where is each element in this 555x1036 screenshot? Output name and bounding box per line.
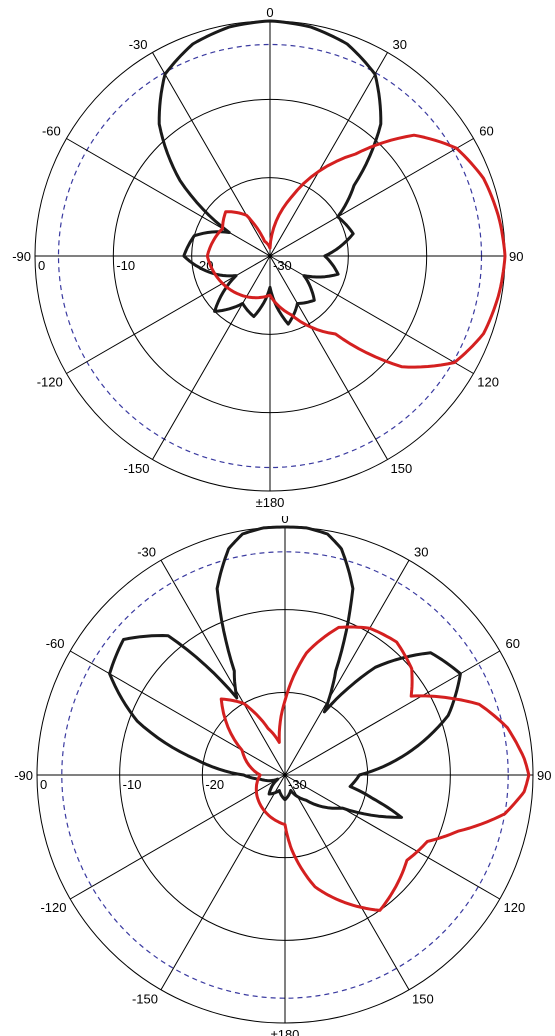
top-angle-tick-label: 150 (391, 461, 413, 476)
bottom-angle-tick-label: -60 (46, 636, 65, 651)
top-angle-tick-label: 60 (479, 124, 493, 139)
bottom-series-2-line (219, 625, 531, 912)
top-angle-tick-label: 30 (393, 37, 407, 52)
bottom-angle-tick-label: -120 (40, 900, 66, 915)
bottom-angle-tick-label: 60 (506, 636, 520, 651)
top-angle-tick-label: -90 (12, 249, 31, 264)
top-series-1-line (157, 19, 383, 326)
bottom-angle-tick-label: 30 (414, 544, 428, 559)
bottom-angle-tick-label: -150 (132, 992, 158, 1007)
top-spoke-30 (269, 52, 388, 257)
top-angle-tick-label: 0 (266, 5, 273, 20)
bottom-spoke-330 (160, 559, 286, 776)
bottom-angle-tick-label: 0 (281, 516, 288, 526)
top-radial-tick-label: -10 (116, 258, 135, 273)
top-radial-tick-label: -30 (273, 258, 292, 273)
bottom-radial-tick-label: 0 (40, 777, 47, 792)
bottom-radial-tick-label: -20 (205, 777, 224, 792)
top-radial-tick-label: 0 (38, 258, 45, 273)
top-spoke-210 (152, 255, 271, 460)
bottom-spoke-300 (69, 650, 286, 776)
bottom-spoke-120 (284, 774, 501, 900)
top-angle-tick-label: 90 (509, 249, 523, 264)
bottom-angle-tick-label: ±180 (271, 1027, 300, 1036)
bottom-angle-tick-label: 90 (537, 768, 551, 783)
bottom-spoke-240 (69, 774, 286, 900)
bottom-spoke-60 (284, 650, 501, 776)
bottom-series-1-line (108, 525, 462, 819)
bottom-angle-tick-label: -90 (14, 768, 33, 783)
top-angle-tick-label: -150 (123, 461, 149, 476)
bottom-radial-tick-label: -10 (123, 777, 142, 792)
top-angle-tick-label: -60 (42, 124, 61, 139)
top-angle-tick-label: ±180 (256, 495, 285, 510)
top-spoke-330 (152, 52, 271, 257)
top-spoke-300 (66, 138, 271, 257)
bottom-spoke-30 (284, 559, 410, 776)
top-series-2-line (205, 133, 507, 369)
bottom-spoke-150 (284, 774, 410, 991)
top-spoke-60 (269, 138, 474, 257)
top-angle-tick-label: 120 (477, 375, 499, 390)
top-angle-tick-label: -30 (129, 37, 148, 52)
bottom-angle-tick-label: 120 (504, 900, 526, 915)
bottom-angle-tick-label: -30 (137, 544, 156, 559)
top-spoke-150 (269, 255, 388, 460)
bottom-spoke-210 (160, 774, 286, 991)
top-spoke-240 (66, 255, 271, 374)
bottom-radial-tick-label: -30 (288, 777, 307, 792)
top-angle-tick-label: -120 (37, 375, 63, 390)
bottom-angle-tick-label: 150 (412, 992, 434, 1007)
polar-chart-bottom: 0 30 60 90 120 150 ±180 -150 -120 -90 -60 -30 0 -10 -2… (14, 516, 551, 1036)
